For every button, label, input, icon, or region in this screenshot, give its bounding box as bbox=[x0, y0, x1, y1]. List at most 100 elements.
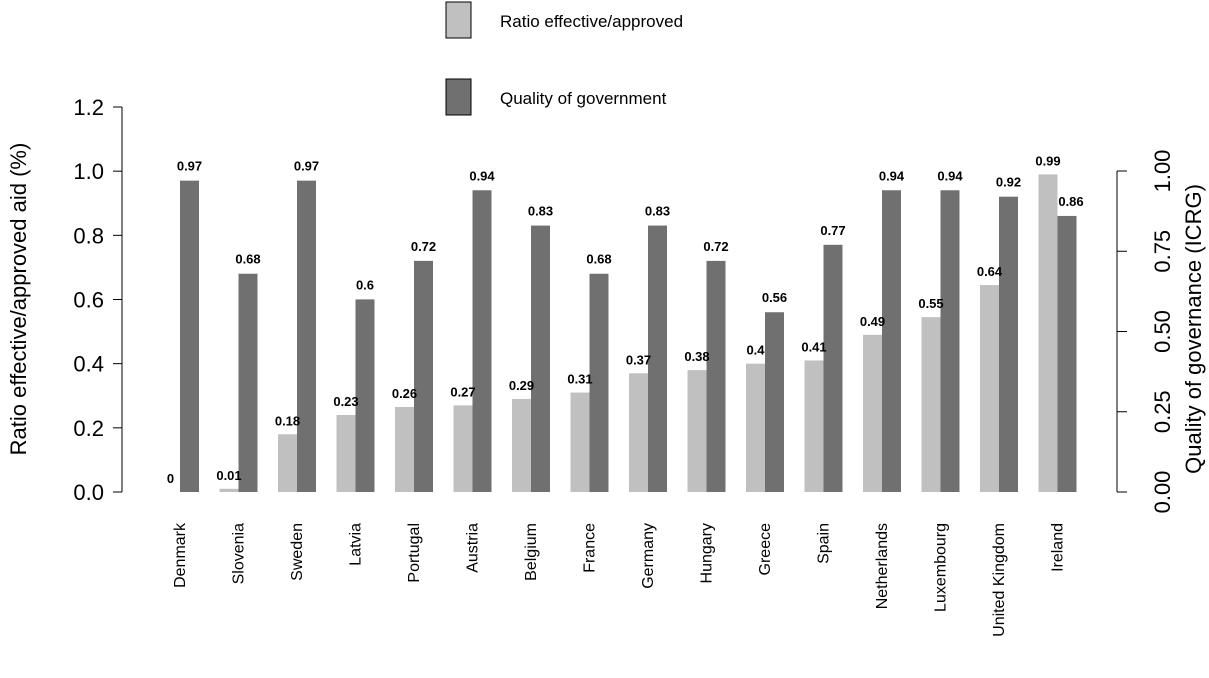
bar-quality-of-government bbox=[823, 244, 843, 492]
bar-quality-of-government bbox=[1057, 215, 1077, 492]
value-label-ratio: 0.64 bbox=[977, 264, 1003, 279]
value-label-ratio: 0.27 bbox=[450, 384, 475, 399]
category-label: Latvia bbox=[348, 523, 365, 566]
right-tick-label: 0.75 bbox=[1150, 230, 1175, 273]
value-label-quality: 0.86 bbox=[1058, 194, 1083, 209]
bar-ratio-effective-approved bbox=[336, 415, 356, 492]
left-tick-label: 0.4 bbox=[73, 352, 104, 377]
category-label: Portugal bbox=[406, 523, 423, 583]
bar-ratio-effective-approved bbox=[570, 392, 590, 492]
legend-label: Quality of government bbox=[500, 89, 667, 108]
left-tick-label: 0.2 bbox=[73, 416, 104, 441]
value-label-quality: 0.94 bbox=[879, 168, 905, 183]
value-label-quality: 0.68 bbox=[586, 252, 611, 267]
legend: Ratio effective/approved Quality of gover… bbox=[445, 1, 683, 116]
category-label: France bbox=[582, 523, 599, 573]
left-tick-label: 0.8 bbox=[73, 223, 104, 248]
bar-quality-of-government bbox=[706, 260, 726, 492]
value-label-quality: 0.6 bbox=[356, 277, 374, 292]
category-label: Germany bbox=[640, 523, 657, 589]
category-label: Denmark bbox=[172, 522, 189, 588]
right-tick-label: 0.00 bbox=[1150, 471, 1175, 514]
value-labels: 0 0.97 0.01 0.68 0.18 0.97 0.23 0.6 0.26 0.72 0.27… bbox=[167, 153, 1084, 486]
category-label: Netherlands bbox=[874, 523, 891, 609]
bar-quality-of-government bbox=[589, 273, 609, 492]
right-axis-title: Quality of governance (ICRG) bbox=[1181, 184, 1206, 474]
category-label: Austria bbox=[465, 523, 482, 573]
legend-swatch bbox=[445, 1, 472, 39]
bars bbox=[180, 174, 1077, 492]
value-label-quality: 0.94 bbox=[469, 168, 495, 183]
bar-quality-of-government bbox=[180, 180, 199, 492]
bar-ratio-effective-approved bbox=[804, 360, 824, 492]
bar-ratio-effective-approved bbox=[746, 363, 765, 492]
bar-quality-of-government bbox=[355, 299, 375, 492]
bar-quality-of-government bbox=[297, 180, 316, 492]
value-label-quality: 0.83 bbox=[528, 204, 553, 219]
bar-quality-of-government bbox=[531, 225, 550, 492]
bar-ratio-effective-approved bbox=[980, 285, 999, 492]
value-label-ratio: 0.01 bbox=[216, 468, 241, 483]
bar-quality-of-government bbox=[940, 190, 960, 492]
value-label-ratio: 0.49 bbox=[860, 314, 885, 329]
bar-quality-of-government bbox=[414, 260, 433, 492]
left-y-axis: 0.0 0.2 0.4 0.6 0.8 1.0 1.2 bbox=[73, 95, 123, 505]
value-label-ratio: 0.29 bbox=[509, 378, 534, 393]
right-y-axis: 0.00 0.25 0.50 0.75 1.00 bbox=[1116, 150, 1175, 514]
category-label: Belgium bbox=[523, 523, 540, 581]
legend-label: Ratio effective/approved bbox=[500, 12, 683, 31]
left-axis-title: Ratio effective/approved aid (%) bbox=[6, 143, 31, 456]
value-label-ratio: 0.31 bbox=[567, 372, 592, 387]
value-label-quality: 0.77 bbox=[820, 223, 845, 238]
value-label-quality: 0.83 bbox=[645, 204, 670, 219]
value-label-ratio: 0.18 bbox=[275, 413, 300, 428]
value-label-quality: 0.97 bbox=[177, 159, 202, 174]
value-label-ratio: 0.99 bbox=[1035, 153, 1060, 168]
bar-ratio-effective-approved bbox=[629, 373, 648, 492]
value-label-quality: 0.56 bbox=[762, 290, 787, 305]
category-label: Hungary bbox=[699, 523, 716, 583]
category-label: Ireland bbox=[1050, 523, 1067, 572]
bar-ratio-effective-approved bbox=[219, 488, 239, 492]
category-label: Sweden bbox=[289, 523, 306, 581]
left-tick-label: 0.6 bbox=[73, 288, 104, 313]
bar-quality-of-government bbox=[472, 190, 492, 492]
bar-ratio-effective-approved bbox=[512, 398, 531, 492]
category-labels: Denmark Slovenia Sweden Latvia Portugal Austr… bbox=[172, 522, 1067, 637]
bar-ratio-effective-approved bbox=[1038, 174, 1058, 492]
value-label-ratio: 0.26 bbox=[392, 386, 417, 401]
bar-ratio-effective-approved bbox=[395, 406, 414, 492]
bar-quality-of-government bbox=[648, 225, 667, 492]
bar-ratio-effective-approved bbox=[453, 405, 473, 492]
right-tick-label: 0.50 bbox=[1150, 310, 1175, 353]
left-tick-label: 0.0 bbox=[73, 480, 104, 505]
category-label: United Kingdom bbox=[991, 523, 1008, 637]
category-label: Spain bbox=[816, 523, 833, 564]
bar-quality-of-government bbox=[238, 273, 258, 492]
value-label-quality: 0.94 bbox=[937, 168, 963, 183]
right-tick-label: 1.00 bbox=[1150, 150, 1175, 193]
value-label-ratio: 0.41 bbox=[801, 339, 826, 354]
value-label-quality: 0.97 bbox=[294, 159, 319, 174]
bar-quality-of-government bbox=[882, 190, 901, 492]
category-label: Greece bbox=[757, 523, 774, 576]
bar-ratio-effective-approved bbox=[863, 334, 882, 492]
value-label-quality: 0.92 bbox=[996, 175, 1021, 190]
legend-swatch bbox=[445, 78, 472, 116]
category-label: Slovenia bbox=[231, 523, 248, 584]
value-label-ratio: 0.55 bbox=[918, 296, 943, 311]
bar-ratio-effective-approved bbox=[921, 317, 941, 492]
value-label-ratio: 0.38 bbox=[684, 349, 709, 364]
value-label-ratio: 0.23 bbox=[333, 394, 358, 409]
value-label-quality: 0.72 bbox=[703, 239, 728, 254]
bar-quality-of-government bbox=[999, 196, 1018, 492]
left-tick-label: 1.0 bbox=[73, 159, 104, 184]
value-label-ratio: 0.4 bbox=[746, 343, 765, 358]
value-label-quality: 0.72 bbox=[411, 239, 436, 254]
category-label: Luxembourg bbox=[933, 523, 950, 612]
left-tick-label: 1.2 bbox=[73, 95, 104, 120]
right-tick-label: 0.25 bbox=[1150, 390, 1175, 433]
bar-quality-of-government bbox=[765, 312, 784, 492]
bar-ratio-effective-approved bbox=[278, 434, 297, 492]
